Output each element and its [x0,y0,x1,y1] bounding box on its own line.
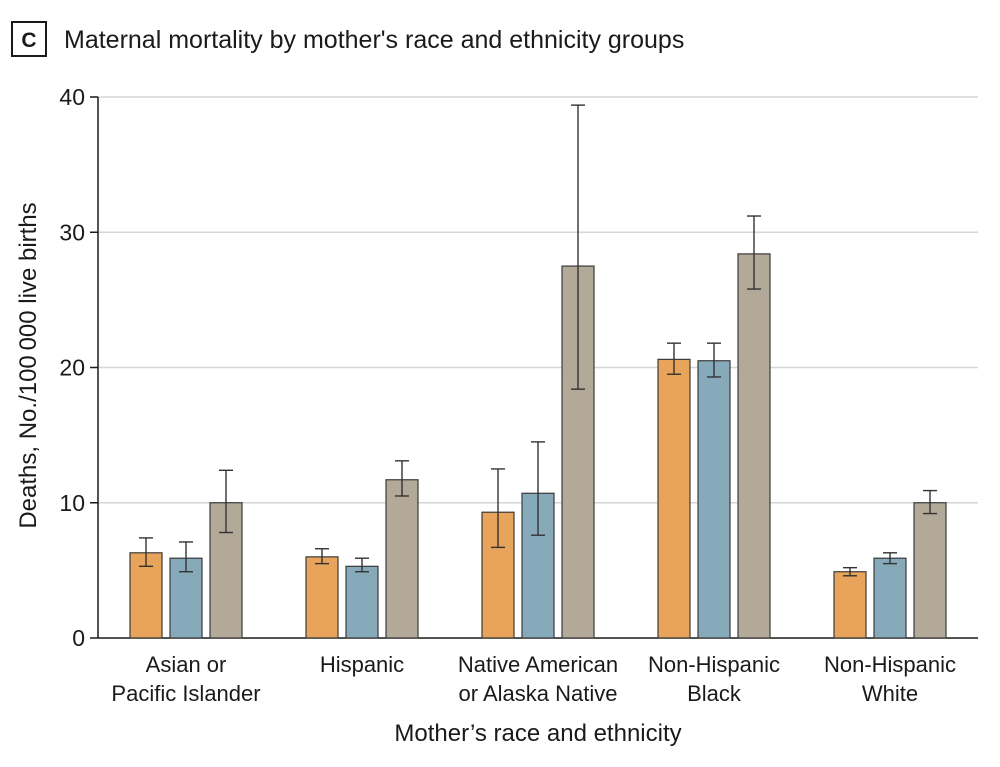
panel-label-box [11,21,47,57]
error-bar [923,489,937,515]
error-bar [843,566,857,577]
x-category-labels: Asian or Pacific Islander Hispanic Native A… [111,652,956,706]
error-bar [219,469,233,534]
x-category-label: Asian or Pacific Islander [111,652,260,706]
error-bar [491,468,505,549]
error-bar [883,552,897,565]
bar [697,360,731,639]
bar [385,479,419,639]
y-tick-label: 0 [72,625,85,651]
error-bars [139,104,937,577]
y-tick-label: 10 [59,490,85,516]
y-tick-label: 40 [59,84,85,110]
y-tick-label: 20 [59,355,85,381]
error-bar [531,441,545,536]
bar [873,557,907,639]
y-tick-labels: 0 10 20 30 40 [59,84,98,651]
y-axis-label: Deaths, No./100 000 live births [15,202,42,528]
bar [305,556,339,639]
error-bar [315,548,329,565]
error-bar [571,104,585,390]
error-bar [747,215,761,290]
x-category-label: Native American or Alaska Native [458,652,618,706]
error-bar [355,557,369,573]
bar [833,571,867,639]
panel-label: C [21,29,36,52]
error-bar [707,342,721,378]
x-category-label: Non-Hispanic Black [648,652,780,706]
error-bar [179,541,193,573]
error-bar [395,460,409,497]
error-bar [139,537,153,568]
x-category-label: Hispanic [320,652,404,677]
bar [913,502,947,639]
bar [657,358,691,639]
y-tick-label: 30 [59,219,85,245]
bar [737,253,771,639]
panel-header: C Maternal mortality by mother's race an… [11,21,684,57]
chart-title: Maternal mortality by mother's race and … [64,26,684,54]
error-bar [667,342,681,375]
bar [345,565,379,639]
x-category-label: Non-Hispanic White [824,652,956,706]
x-axis-label: Mother’s race and ethnicity [394,720,681,747]
